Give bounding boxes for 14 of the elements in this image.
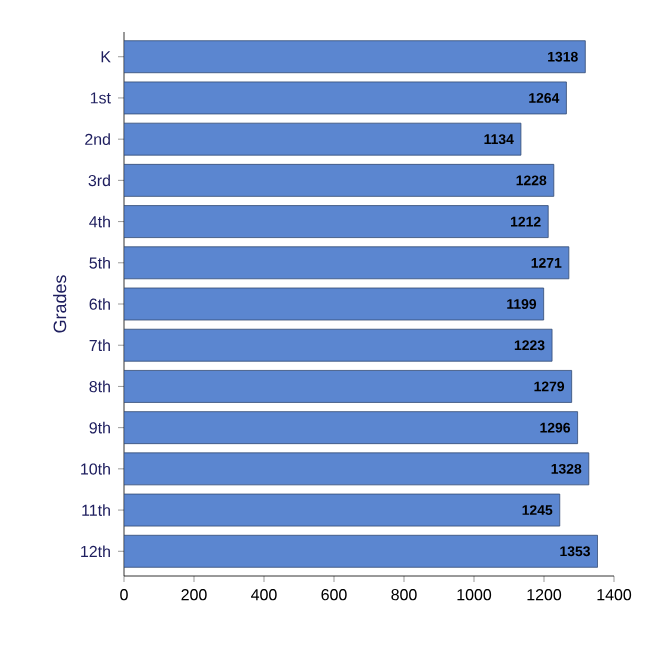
bar [124, 411, 578, 445]
bar [124, 452, 590, 486]
bar [124, 246, 570, 280]
bar [124, 493, 561, 527]
bar [124, 370, 573, 403]
bar [124, 534, 598, 568]
bar [124, 40, 586, 74]
bar [124, 122, 522, 156]
y-axis-title: Grades [53, 275, 67, 333]
bar [124, 205, 549, 238]
bar [124, 81, 567, 115]
bar [124, 328, 553, 362]
bar [124, 163, 555, 197]
bar [124, 287, 545, 321]
